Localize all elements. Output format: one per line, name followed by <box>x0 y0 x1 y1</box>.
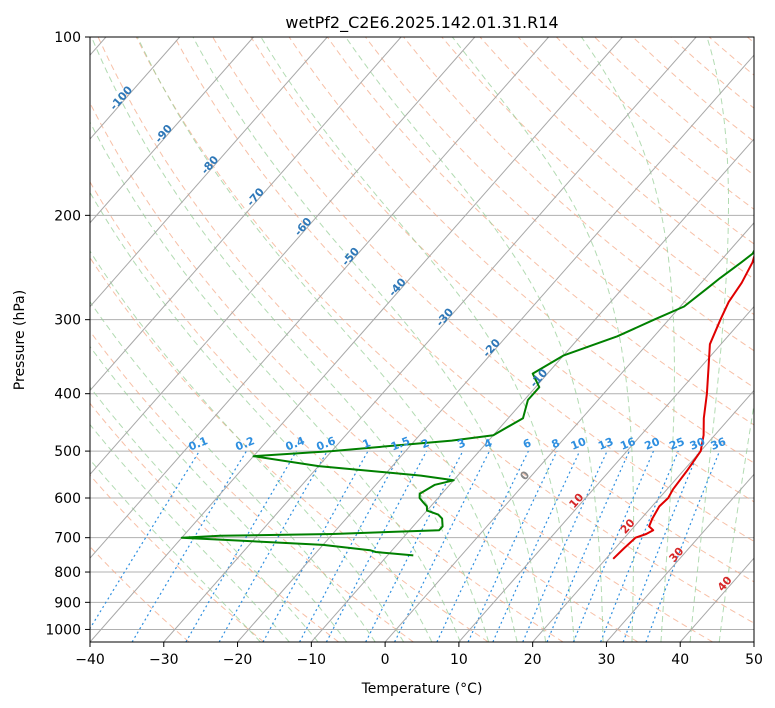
isotherm-line <box>90 37 549 559</box>
moist-adiabat <box>90 191 433 642</box>
mixing-ratio-label: 1 <box>361 436 373 451</box>
mixing-ratio-label: 13 <box>596 435 615 453</box>
y-tick-label: 1000 <box>45 622 81 638</box>
mixing-ratio-label: 2 <box>419 436 431 451</box>
dry-adiabat <box>250 37 754 503</box>
moist-adiabat <box>90 345 348 642</box>
moist-adiabat <box>345 37 604 642</box>
mixing-ratio-line <box>185 450 297 642</box>
moist-adiabat <box>90 458 261 642</box>
y-tick-label: 300 <box>54 313 81 329</box>
mixing-ratio-line <box>365 450 464 642</box>
dry-adiabat <box>90 256 489 642</box>
y-tick-label: 200 <box>54 208 81 224</box>
moist-adiabat <box>689 37 729 642</box>
y-tick-label: 800 <box>54 565 81 581</box>
chart-title: wetPf2_C2E6.2025.142.01.31.R14 <box>285 13 558 33</box>
mixing-ratio-label: 25 <box>667 435 686 453</box>
y-tick-label: 700 <box>54 531 81 547</box>
moist-adiabat <box>90 121 461 642</box>
isotherm-line <box>606 473 754 642</box>
mixing-ratio-line <box>436 450 529 642</box>
dry-adiabat <box>288 37 754 464</box>
isotherm-line <box>384 222 754 642</box>
mixing-ratio-line <box>90 450 200 630</box>
mixing-ratio-line <box>522 450 608 642</box>
dry-adiabat <box>212 37 754 542</box>
y-tick-label: 100 <box>54 30 81 46</box>
moist-adiabat <box>451 37 635 642</box>
y-tick-label: 400 <box>54 387 81 403</box>
x-tick-label: −10 <box>297 652 327 668</box>
y-tick-label: 900 <box>54 595 81 611</box>
moist-adiabat <box>90 250 405 642</box>
moist-adiabat <box>91 37 490 642</box>
mixing-ratio-line <box>262 450 369 642</box>
isotherm-line <box>237 54 754 642</box>
x-tick-label: 10 <box>450 652 468 668</box>
moist-adiabat <box>260 37 575 642</box>
dry-adiabat <box>90 545 190 642</box>
mixing-ratio-label: 3 <box>456 436 468 451</box>
x-axis-label: Temperature (°C) <box>361 681 483 697</box>
x-tick-label: −40 <box>75 652 105 668</box>
moist-adiabat <box>192 37 547 642</box>
mixing-ratio-line <box>600 450 679 642</box>
plot-area <box>90 37 754 642</box>
x-tick-label: −20 <box>223 652 253 668</box>
mixing-ratio-label: 30 <box>688 435 707 453</box>
y-tick-label: 600 <box>54 491 81 507</box>
x-tick-label: 40 <box>671 652 689 668</box>
isotherm-line <box>532 389 754 642</box>
dry-adiabat <box>90 402 339 642</box>
isotherm-line <box>753 641 754 642</box>
moist-adiabat <box>718 401 754 642</box>
dewpoint-profile-line <box>180 248 754 557</box>
mixing-ratio-line <box>299 450 403 642</box>
isotherm-line <box>90 37 623 642</box>
isotherm-line <box>458 305 754 642</box>
moist-adiabat <box>90 386 319 642</box>
plot-frame <box>89 36 755 643</box>
temperature-profile-line <box>612 253 754 560</box>
mixing-ratio-line <box>218 450 328 642</box>
mixing-ratio-line <box>325 450 428 642</box>
mixing-ratio-line <box>645 450 721 642</box>
moist-adiabat <box>580 37 675 642</box>
y-tick-label: 500 <box>54 444 81 460</box>
mixing-ratio-label: 36 <box>709 435 728 453</box>
dry-adiabat <box>135 37 754 624</box>
x-tick-label: 50 <box>745 652 763 668</box>
isotherm-line <box>90 37 476 476</box>
isotherm-line <box>90 37 402 392</box>
isotherm-line <box>90 37 254 224</box>
x-tick-label: −30 <box>149 652 179 668</box>
dry-adiabat <box>441 37 754 316</box>
moist-adiabat <box>90 300 376 642</box>
moist-adiabat <box>137 37 518 642</box>
mixing-ratio-label: 16 <box>618 435 637 453</box>
mixing-ratio-label: 20 <box>643 435 662 453</box>
mixing-ratio-line <box>467 450 558 642</box>
isotherm-line <box>310 138 754 642</box>
dry-adiabat <box>174 37 754 583</box>
x-tick-label: 0 <box>381 652 390 668</box>
x-tick-label: 30 <box>598 652 616 668</box>
mixing-ratio-label: 8 <box>550 436 562 451</box>
dry-adiabat <box>97 37 713 642</box>
dry-adiabat <box>90 474 265 642</box>
isotherm-line <box>90 37 328 308</box>
isotherm-line <box>90 37 181 140</box>
mixing-ratio-line <box>572 450 655 642</box>
y-axis-label: Pressure (hPa) <box>12 290 28 390</box>
mixing-ratio-line <box>546 450 630 642</box>
mixing-ratio-line <box>622 450 700 642</box>
dry-adiabat <box>90 180 564 642</box>
x-tick-label: 20 <box>524 652 542 668</box>
moist-adiabat <box>90 423 290 642</box>
mixing-ratio-label: 10 <box>569 435 588 453</box>
